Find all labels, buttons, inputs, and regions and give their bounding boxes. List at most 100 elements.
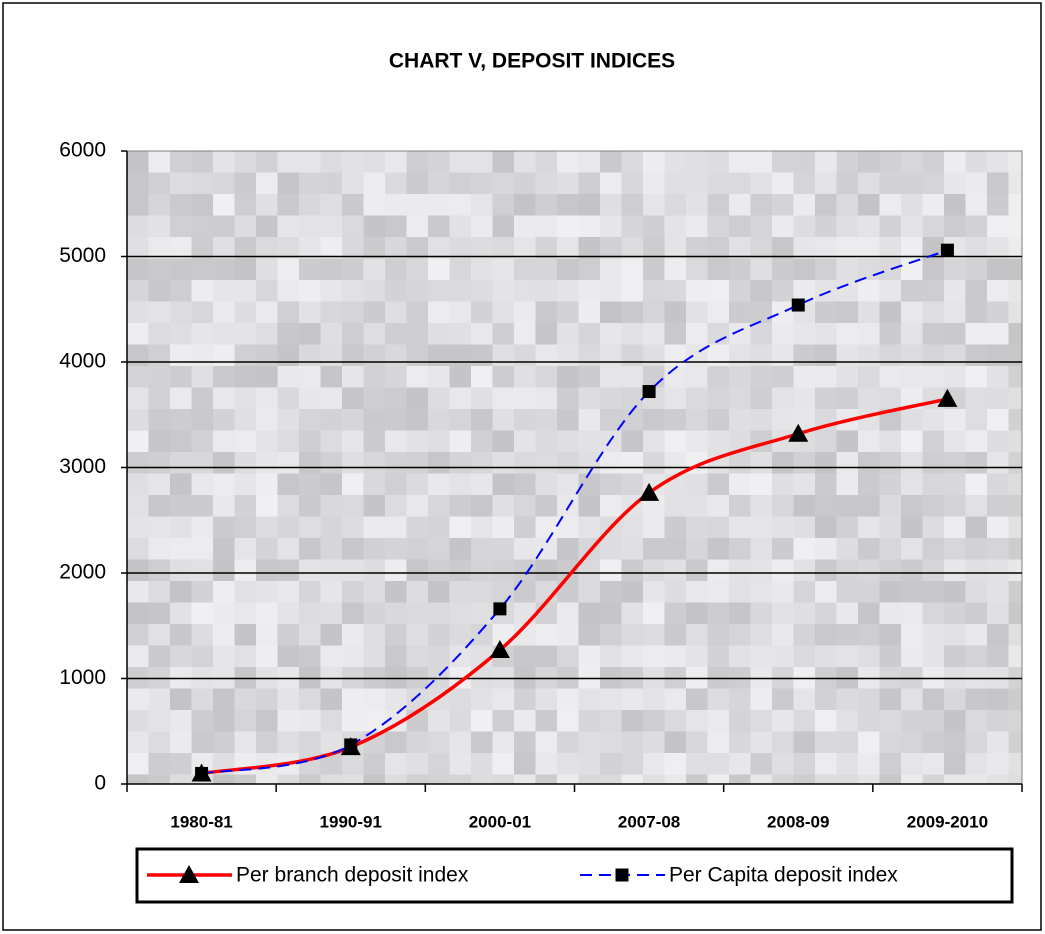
texture-cell [191,602,213,624]
texture-cell [750,215,772,237]
texture-cell [299,645,321,667]
texture-cell [449,151,471,173]
texture-cell [148,344,170,366]
texture-cell [277,495,299,517]
texture-cell [643,344,665,366]
texture-cell [557,602,579,624]
texture-cell [299,731,321,753]
texture-cell [256,516,278,538]
texture-cell [987,473,1009,495]
texture-cell [385,624,407,646]
texture-cell [987,301,1009,323]
texture-cell [234,516,256,538]
texture-cell [342,323,364,345]
texture-cell [256,624,278,646]
texture-cell [492,452,514,474]
texture-cell [879,258,901,280]
texture-cell [578,559,600,581]
texture-cell [922,581,944,603]
texture-cell [815,344,837,366]
texture-cell [299,323,321,345]
texture-cell [363,366,385,388]
texture-cell [148,258,170,280]
texture-cell [793,452,815,474]
texture-cell [557,452,579,474]
texture-cell [320,602,342,624]
point-marker [791,298,805,312]
texture-cell [793,366,815,388]
texture-cell [879,151,901,173]
texture-cell [686,237,708,259]
texture-cell [406,495,428,517]
texture-cell [643,366,665,388]
texture-cell [858,538,880,560]
texture-cell [686,409,708,431]
texture-cell [256,602,278,624]
texture-cell [234,559,256,581]
texture-cell [965,344,987,366]
texture-cell [621,559,643,581]
texture-cell [729,409,751,431]
texture-cell [922,710,944,732]
texture-cell [1008,366,1022,388]
texture-cell [406,409,428,431]
texture-cell [363,301,385,323]
texture-cell [901,753,923,775]
texture-cell [815,538,837,560]
texture-cell [879,323,901,345]
texture-cell [234,774,256,784]
texture-cell [449,366,471,388]
texture-cell [901,688,923,710]
point-marker [179,865,199,883]
texture-cell [471,301,493,323]
texture-cell [471,688,493,710]
texture-cell [707,516,729,538]
texture-cell [750,731,772,753]
texture-cell [643,430,665,452]
texture-cell [858,645,880,667]
texture-cell [299,301,321,323]
texture-cell [729,753,751,775]
texture-cell [643,323,665,345]
texture-cell [922,301,944,323]
texture-cell [363,516,385,538]
texture-cell [729,172,751,194]
texture-cell [234,301,256,323]
texture-cell [320,430,342,452]
texture-cell [1008,280,1022,302]
texture-cell [750,344,772,366]
texture-cell [191,194,213,216]
texture-cell [471,194,493,216]
texture-cell [363,280,385,302]
texture-cell [213,194,235,216]
texture-cell [772,409,794,431]
texture-cell [879,753,901,775]
texture-cell [342,151,364,173]
texture-cell [793,215,815,237]
texture-cell [428,516,450,538]
texture-cell [385,602,407,624]
texture-cell [127,387,149,409]
texture-cell [299,452,321,474]
texture-cell [987,710,1009,732]
texture-cell [406,688,428,710]
texture-cell [600,366,622,388]
texture-cell [471,753,493,775]
texture-cell [127,151,149,173]
texture-cell [406,645,428,667]
texture-cell [492,473,514,495]
texture-cell [428,473,450,495]
texture-cell [944,538,966,560]
texture-cell [428,258,450,280]
texture-cell [987,194,1009,216]
texture-cell [535,731,557,753]
texture-cell [922,516,944,538]
texture-cell [320,323,342,345]
texture-cell [213,344,235,366]
texture-cell [299,237,321,259]
texture-cell [535,753,557,775]
texture-cell [729,645,751,667]
texture-cell [471,473,493,495]
texture-cell [170,323,192,345]
texture-cell [557,710,579,732]
